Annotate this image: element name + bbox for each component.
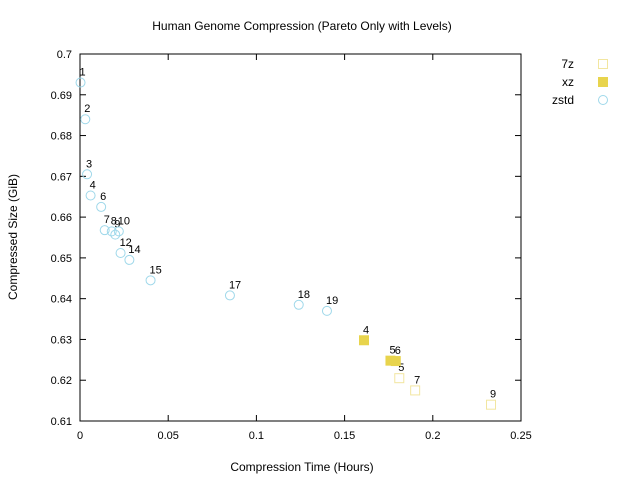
y-tick-label: 0.67 <box>51 171 72 183</box>
point-label-zstd: 14 <box>128 244 140 256</box>
axis-ticks: 0 0.05 0.1 0.15 0.2 0.25 0.61 0.62 0.63 0.64 0.65 0… <box>51 49 532 442</box>
legend-label-zstd: zstd <box>552 93 574 107</box>
chart-title: Human Genome Compression (Pareto Only wi… <box>152 19 451 33</box>
plot-area <box>79 53 522 422</box>
legend-label-xz: xz <box>562 75 574 89</box>
point-label-zstd: 2 <box>84 103 90 115</box>
x-tick-label: 0.25 <box>510 430 531 442</box>
legend: 7z xz zstd <box>552 57 608 107</box>
y-tick-label: 0.61 <box>51 416 72 428</box>
point-label-zstd: 4 <box>90 179 96 191</box>
data-point-xz <box>359 335 370 346</box>
x-tick-label: 0.05 <box>157 430 178 442</box>
y-tick-label: 0.69 <box>51 90 72 102</box>
legend-marker-xz <box>598 77 608 87</box>
y-tick-label: 0.7 <box>57 49 72 61</box>
point-label-zstd: 18 <box>298 289 310 301</box>
data-point-zstd <box>293 299 304 310</box>
y-tick-label: 0.68 <box>51 131 72 143</box>
y-tick-label: 0.66 <box>51 212 72 224</box>
point-label-zstd: 7 <box>104 214 110 226</box>
data-point-xz <box>390 356 401 367</box>
legend-label-7z: 7z <box>561 57 574 71</box>
data-point-zstd <box>106 226 117 237</box>
data-point-zstd <box>115 247 126 258</box>
point-label-zstd: 19 <box>326 295 338 307</box>
point-label-zstd: 15 <box>150 264 162 276</box>
point-label-7z: 9 <box>490 389 496 401</box>
point-label-zstd: 8 <box>111 215 117 227</box>
point-label-zstd: 10 <box>118 215 130 227</box>
point-label-xz: 6 <box>395 345 401 357</box>
x-tick-label: 0.15 <box>334 430 355 442</box>
data-point-zstd <box>82 169 93 180</box>
point-label-zstd: 1 <box>80 67 86 79</box>
point-label-zstd: 6 <box>100 191 106 203</box>
x-tick-label: 0 <box>77 430 83 442</box>
point-label-zstd: 3 <box>86 158 92 170</box>
legend-marker-7z <box>598 59 608 69</box>
point-label-zstd: 12 <box>120 237 132 249</box>
data-point-zstd <box>224 290 235 301</box>
data-point-zstd <box>145 275 156 286</box>
data-point-zstd <box>113 226 124 237</box>
series-7z: 57 9 <box>394 362 497 410</box>
data-point-zstd <box>124 254 135 265</box>
data-point-7z <box>410 385 421 396</box>
data-point-zstd <box>321 305 332 316</box>
data-point-zstd <box>110 229 121 240</box>
data-point-7z <box>394 373 405 384</box>
y-tick-label: 0.62 <box>51 375 72 387</box>
y-tick-label: 0.63 <box>51 334 72 346</box>
data-point-zstd <box>80 114 91 125</box>
legend-marker-zstd <box>598 95 608 105</box>
series-xz: 4 5 6 <box>359 324 401 367</box>
x-tick-label: 0.1 <box>249 430 264 442</box>
y-tick-label: 0.65 <box>51 253 72 265</box>
point-label-xz: 4 <box>363 324 369 336</box>
point-label-zstd: 9 <box>114 219 120 231</box>
data-point-zstd <box>75 77 86 88</box>
data-point-zstd <box>85 190 96 201</box>
data-point-7z <box>486 399 497 410</box>
x-axis-label: Compression Time (Hours) <box>230 460 373 474</box>
x-tick-label: 0.2 <box>425 430 440 442</box>
data-point-zstd <box>99 225 110 236</box>
y-axis-label: Compressed Size (GiB) <box>6 174 20 300</box>
point-label-zstd: 17 <box>229 279 241 291</box>
data-point-zstd <box>96 201 107 212</box>
point-label-7z: 7 <box>414 374 420 386</box>
point-label-xz: 5 <box>389 345 395 357</box>
point-label-7z: 5 <box>398 362 404 374</box>
y-tick-label: 0.64 <box>51 294 72 306</box>
